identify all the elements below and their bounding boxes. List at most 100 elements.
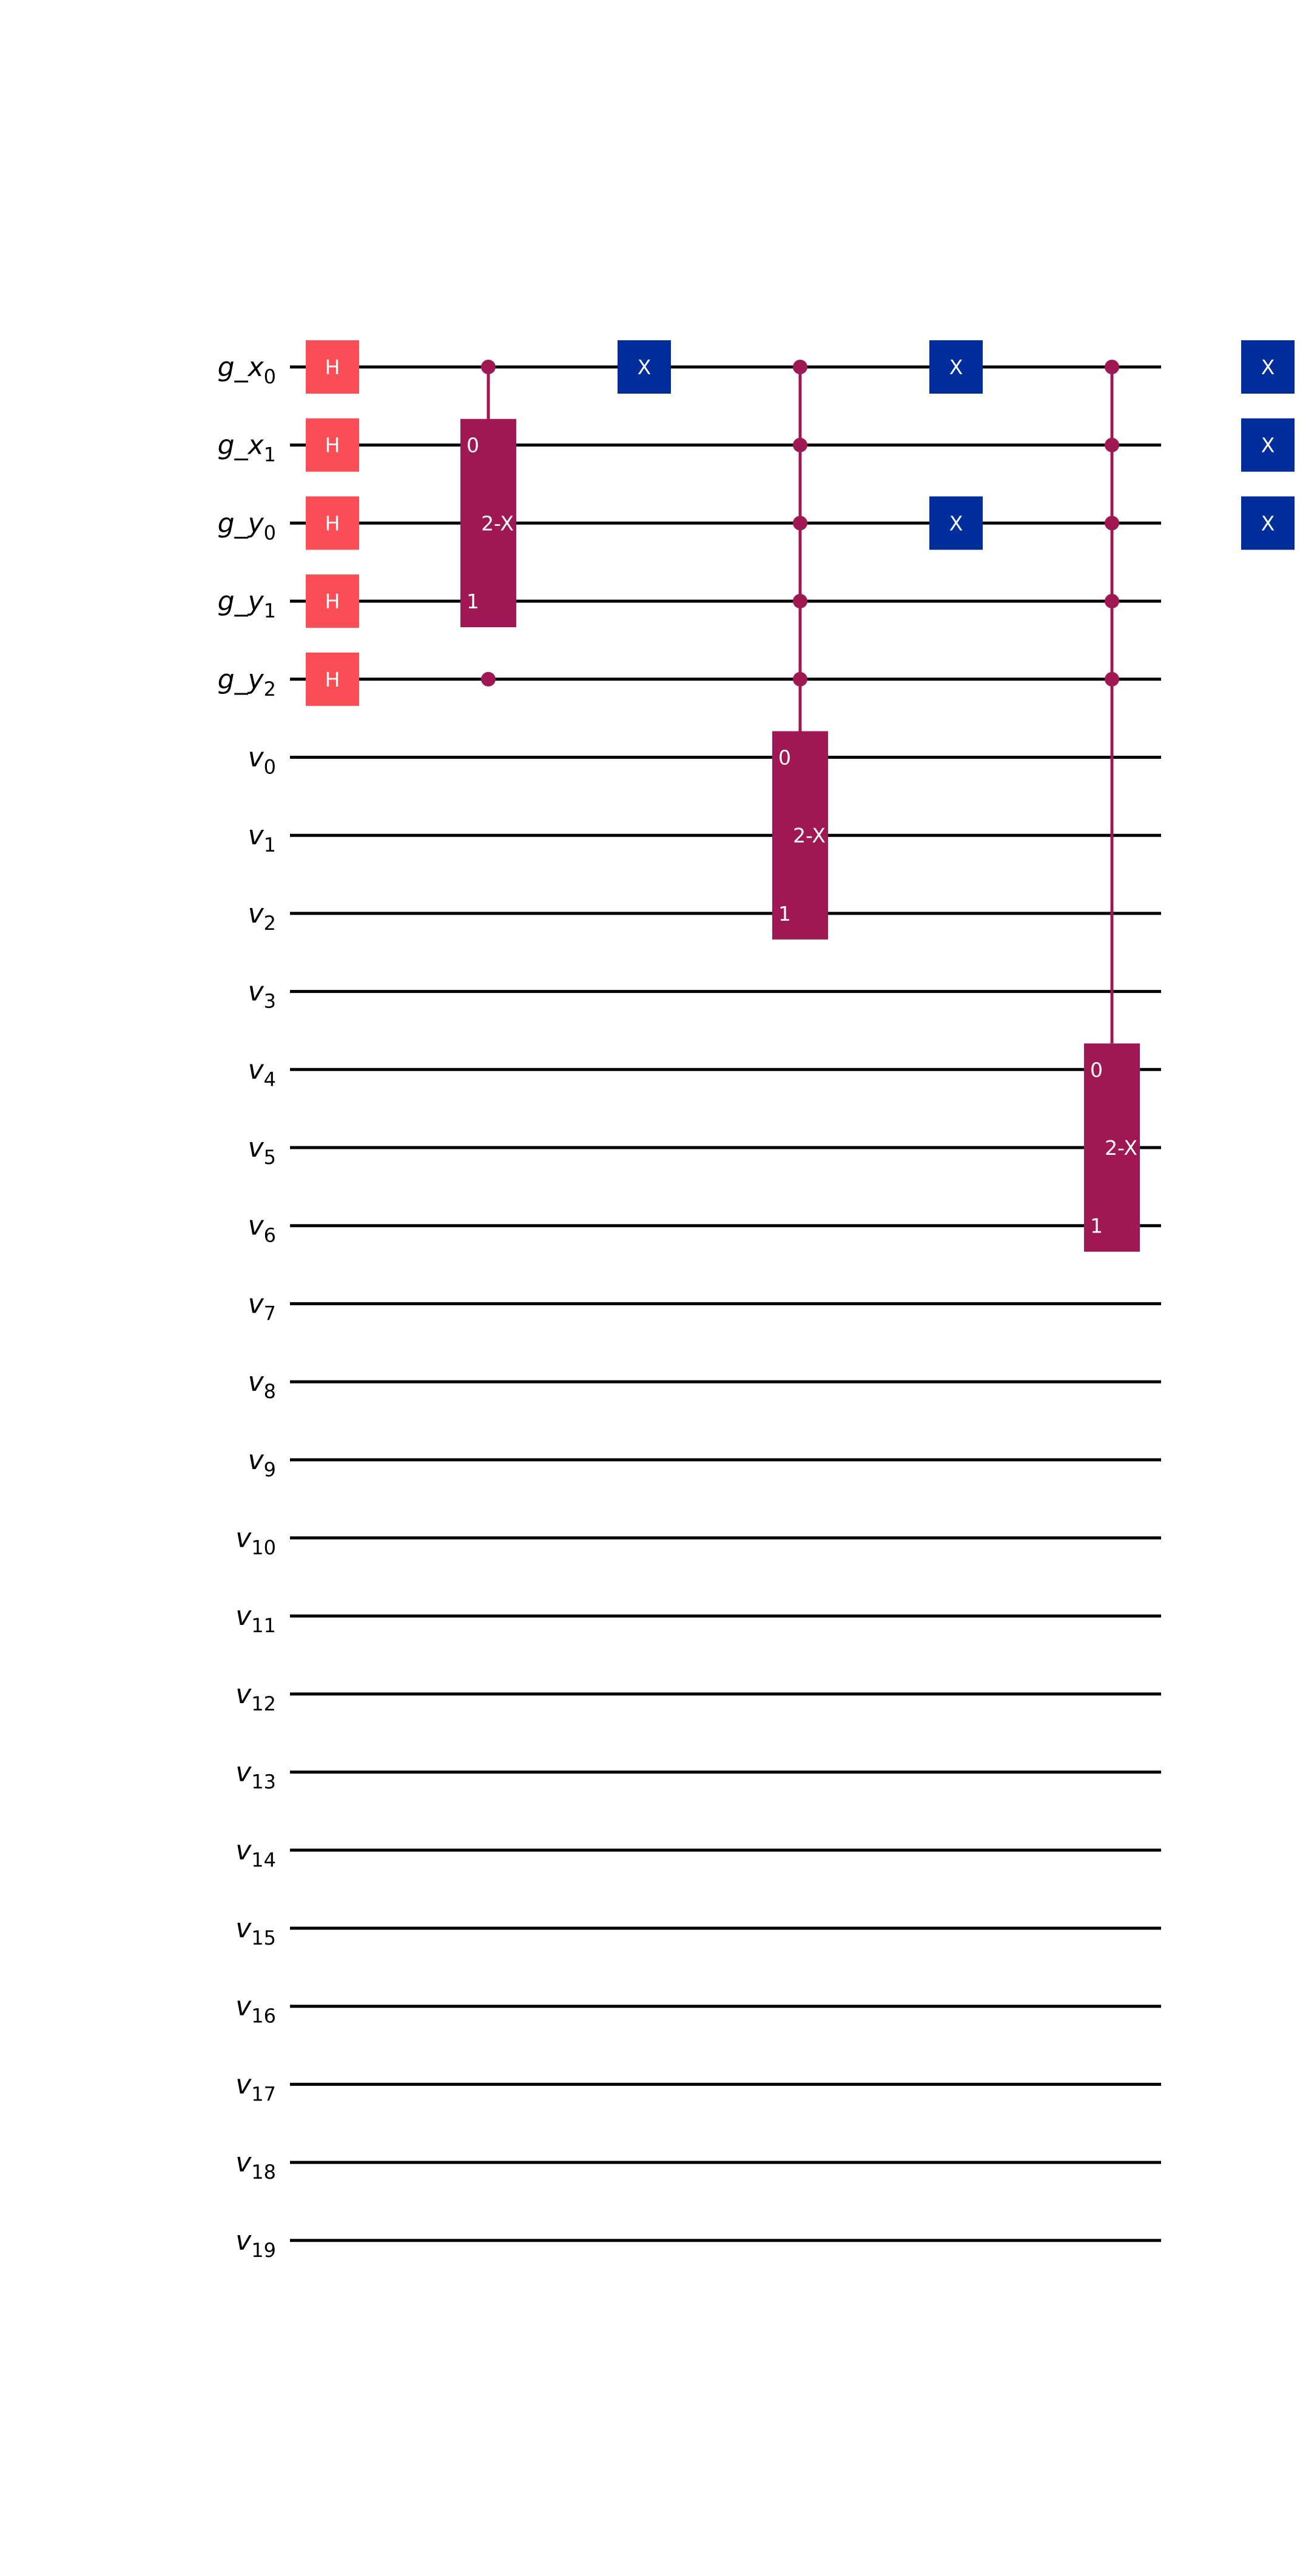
qubit-label: v12 <box>235 1679 276 1715</box>
qubit-label: v10 <box>235 1523 276 1559</box>
qubit-label: v2 <box>248 898 276 935</box>
hadamard-gate: H <box>306 652 359 706</box>
qubit-label-subscript: 1 <box>264 443 276 466</box>
gate-label: X <box>949 511 963 535</box>
multi-controlled-x-gate: 0 1 2-X <box>460 360 516 687</box>
control-dot <box>1105 437 1119 452</box>
gate-box <box>929 496 983 550</box>
qubit-label-subscript: 2 <box>264 912 276 935</box>
gate-box <box>306 340 359 394</box>
gate-label: 2-X <box>793 824 826 847</box>
gate-label: X <box>1261 434 1275 457</box>
qubit-label-subscript: 2 <box>264 678 276 701</box>
circuit-gates: HHHHH012-XX012-XXX012-XXXX012-XXXXXX012-… <box>306 340 1295 1252</box>
qubit-label-base: g_y <box>218 586 264 617</box>
qubit-label: v13 <box>235 1757 276 1794</box>
qubit-label-subscript: 0 <box>264 365 276 388</box>
qubit-label-base: v <box>248 742 264 773</box>
qubit-label-subscript: 16 <box>251 2005 276 2028</box>
port-label: 0 <box>778 746 791 770</box>
qubit-labels: g_x0g_x1g_y0g_y1g_y2v0v1v2v3v4v5v6v7v8v9… <box>218 352 276 2262</box>
qubit-wires <box>290 365 1161 2242</box>
qubit-label-subscript: 9 <box>264 1458 276 1481</box>
qubit-label-subscript: 13 <box>251 1771 276 1794</box>
qubit-label: v1 <box>248 820 276 856</box>
qubit-label-subscript: 18 <box>251 2161 276 2184</box>
qubit-label-subscript: 4 <box>264 1068 276 1091</box>
qubit-label-subscript: 12 <box>251 1692 276 1715</box>
qubit-label-base: v <box>235 1835 252 1866</box>
qubit-label: g_y2 <box>218 664 276 701</box>
control-dot <box>481 360 496 374</box>
qubit-label-subscript: 17 <box>251 2082 276 2105</box>
qubit-label-base: v <box>248 1445 264 1476</box>
qubit-label-base: g_x <box>218 352 264 383</box>
port-label: 1 <box>1090 1214 1103 1238</box>
control-dot <box>793 437 807 452</box>
gate-box <box>1241 496 1295 550</box>
target-box <box>460 419 516 628</box>
qubit-label-base: g_y <box>218 508 264 539</box>
port-label: 1 <box>466 590 479 613</box>
control-dot <box>793 594 807 609</box>
qubit-label-base: v <box>235 2069 252 2100</box>
qubit-label: v3 <box>248 977 276 1013</box>
qubit-label-base: v <box>235 1757 252 1788</box>
gate-label: H <box>325 355 340 379</box>
target-box <box>772 731 828 940</box>
qubit-label: v17 <box>235 2069 276 2105</box>
gate-label: 2-X <box>1105 1136 1137 1160</box>
control-dot <box>1105 516 1119 531</box>
hadamard-gate: H <box>306 340 359 394</box>
qubit-label: v18 <box>235 2147 276 2184</box>
qubit-label-base: v <box>248 820 264 851</box>
gate-label: H <box>325 590 340 613</box>
port-label: 0 <box>1090 1058 1103 1081</box>
qubit-label: g_x0 <box>218 352 276 388</box>
control-dot <box>1105 594 1119 609</box>
port-label: 0 <box>466 434 479 457</box>
qubit-label: v0 <box>248 742 276 779</box>
qubit-label-subscript: 3 <box>264 990 276 1013</box>
gate-box <box>306 652 359 706</box>
multi-controlled-x-gate: 0 1 2-X <box>1084 360 1140 1252</box>
gate-box <box>1241 340 1295 394</box>
x-gate: X <box>618 340 671 394</box>
qubit-label-subscript: 6 <box>264 1224 276 1247</box>
qubit-label-base: v <box>248 1132 264 1163</box>
qubit-label-subscript: 0 <box>264 756 276 779</box>
qubit-label: v7 <box>248 1288 276 1325</box>
qubit-label-base: v <box>235 2225 252 2256</box>
qubit-label: v8 <box>248 1367 276 1403</box>
x-gate: X <box>1241 496 1295 550</box>
qubit-label-subscript: 11 <box>251 1614 276 1637</box>
qubit-label-base: v <box>248 1288 264 1319</box>
qubit-label: v15 <box>235 1913 276 1949</box>
qubit-label: g_y0 <box>218 508 276 544</box>
gate-label: X <box>1261 511 1275 535</box>
qubit-label: g_x1 <box>218 430 276 466</box>
qubit-label-subscript: 7 <box>264 1302 276 1325</box>
qubit-label: v4 <box>248 1054 276 1091</box>
hadamard-gate: H <box>306 574 359 628</box>
qubit-label: v9 <box>248 1445 276 1481</box>
gate-box <box>929 340 983 394</box>
gate-label: H <box>325 668 340 691</box>
qubit-label-subscript: 8 <box>264 1380 276 1403</box>
qubit-label-subscript: 14 <box>251 1848 276 1871</box>
x-gate: X <box>929 340 983 394</box>
qubit-label-base: v <box>248 1054 264 1085</box>
multi-controlled-x-gate: 0 1 2-X <box>772 360 828 940</box>
hadamard-gate: H <box>306 418 359 472</box>
qubit-label: v19 <box>235 2225 276 2262</box>
qubit-label-subscript: 1 <box>264 599 276 622</box>
x-gate: X <box>929 496 983 550</box>
x-gate: X <box>1241 340 1295 394</box>
qubit-label-subscript: 1 <box>264 833 276 856</box>
qubit-label-base: v <box>248 977 264 1007</box>
qubit-label-base: g_y <box>218 664 264 695</box>
gate-box <box>306 496 359 550</box>
gate-box <box>618 340 671 394</box>
qubit-label-subscript: 0 <box>264 521 276 544</box>
